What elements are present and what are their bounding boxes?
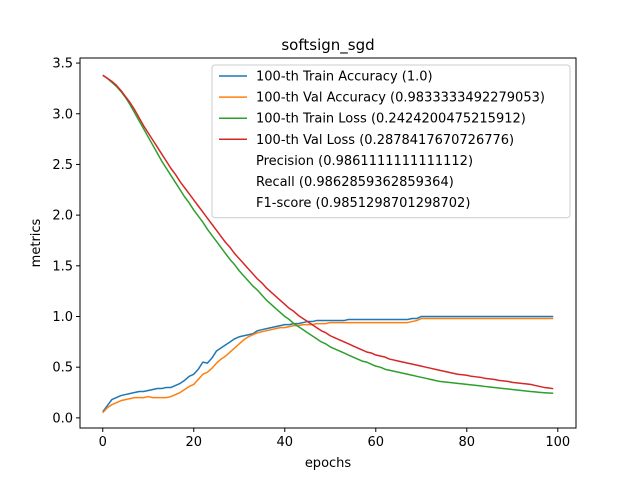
series-line-3 <box>102 74 554 390</box>
legend-label-0: 100-th Train Accuracy (1.0) <box>256 70 433 85</box>
y-axis-label: metrics <box>29 218 44 267</box>
y-axis: 0.0 0.5 1.0 1.5 2.0 2.5 3.0 3.5 <box>52 57 80 426</box>
y-tick-label: 3.5 <box>52 57 73 72</box>
legend-label-1: 100-th Val Accuracy (0.9833333492279053) <box>256 91 545 106</box>
plot-frame <box>79 57 577 429</box>
y-tick-label: 0.0 <box>52 411 73 426</box>
chart-title: softsign_sgd <box>281 36 374 55</box>
y-tick-label: 1.0 <box>52 310 73 325</box>
y-tick-label: 2.5 <box>52 158 73 173</box>
y-tick-label: 3.0 <box>52 107 73 122</box>
legend: 100-th Train Accuracy (1.0) 100-th Val Ac… <box>211 64 571 219</box>
y-tick-label: 2.0 <box>52 209 73 224</box>
series-line-1 <box>102 317 554 414</box>
y-tick-label: 0.5 <box>52 361 73 376</box>
x-tick-label: 80 <box>459 435 476 450</box>
legend-label-2: 100-th Train Loss (0.2424200475215912) <box>256 112 526 127</box>
y-tick-label: 1.5 <box>52 259 73 274</box>
legend-metric-0: Precision (0.9861111111111112) <box>256 154 473 169</box>
x-tick-label: 60 <box>368 435 385 450</box>
series-line-2 <box>102 74 554 395</box>
legend-metric-1: Recall (0.9862859362859364) <box>256 175 454 190</box>
plot-area <box>102 74 554 414</box>
x-tick-label: 0 <box>99 435 107 450</box>
x-tick-label: 100 <box>545 435 570 450</box>
legend-label-3: 100-th Val Loss (0.2878417670726776) <box>256 133 514 148</box>
x-tick-label: 20 <box>185 435 202 450</box>
x-axis-label: epochs <box>305 456 352 471</box>
series-line-0 <box>102 315 554 413</box>
x-tick-label: 40 <box>276 435 293 450</box>
legend-metric-2: F1-score (0.9851298701298702) <box>256 196 470 211</box>
x-axis: 0 20 40 60 80 100 <box>99 428 570 450</box>
legend-frame <box>211 64 571 219</box>
